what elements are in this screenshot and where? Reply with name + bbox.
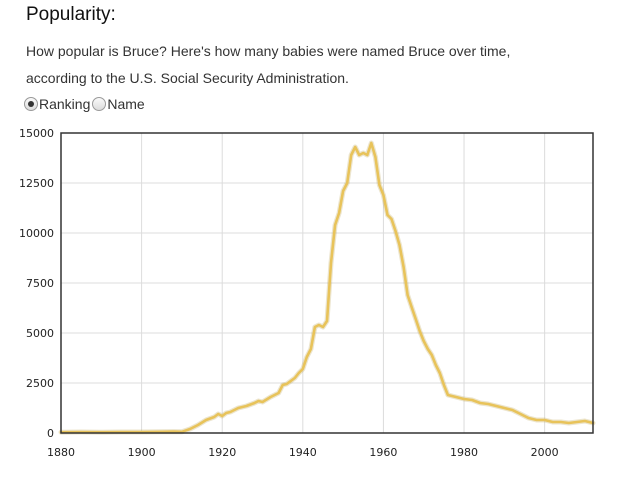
mode-toggle: Ranking Name xyxy=(24,96,147,112)
y-tick-label: 12500 xyxy=(19,177,54,190)
x-tick-label: 1960 xyxy=(369,446,397,459)
ranking-label: Ranking xyxy=(39,96,91,112)
popularity-chart: 0 2500 5000 7500 10000 12500 15000 1880 1900 1920… xyxy=(19,127,596,459)
name-label: Name xyxy=(107,96,145,112)
ranking-radio[interactable] xyxy=(24,97,38,111)
x-tick-label: 2000 xyxy=(531,446,559,459)
y-tick-label: 15000 xyxy=(19,127,54,140)
x-tick-label: 1880 xyxy=(47,446,75,459)
plot-frame xyxy=(60,132,594,434)
x-tick-label: 1980 xyxy=(450,446,478,459)
y-tick-label: 7500 xyxy=(26,277,54,290)
name-option[interactable]: Name xyxy=(92,96,145,112)
y-tick-label: 10000 xyxy=(19,227,54,240)
ranking-option[interactable]: Ranking xyxy=(24,96,90,112)
popularity-heading: Popularity: xyxy=(26,4,116,25)
y-tick-label: 2500 xyxy=(26,377,54,390)
x-tick-label: 1900 xyxy=(128,446,156,459)
name-radio[interactable] xyxy=(92,97,107,111)
x-tick-label: 1920 xyxy=(208,446,236,459)
description-line-2: according to the U.S. Social Security Ad… xyxy=(26,70,349,86)
x-tick-label: 1940 xyxy=(289,446,317,459)
series-line xyxy=(59,141,595,434)
y-tick-label: 0 xyxy=(47,427,54,440)
description-line-1: How popular is Bruce? Here's how many ba… xyxy=(26,43,511,59)
y-tick-label: 5000 xyxy=(26,327,54,340)
